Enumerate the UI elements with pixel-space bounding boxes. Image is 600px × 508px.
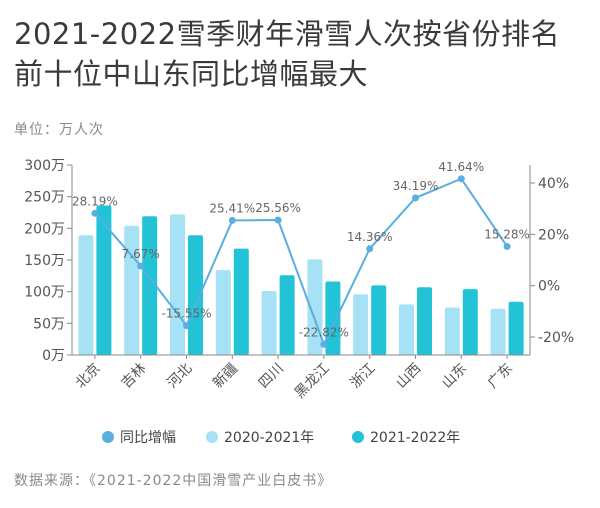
legend-label: 同比增幅 (120, 430, 176, 446)
left-axis-tick-label: 250万 (24, 190, 65, 206)
bar-2020-2021 (124, 225, 140, 355)
yoy-point (366, 245, 374, 253)
bar-2020-2021 (353, 294, 369, 355)
yoy-data-label: 41.64% (438, 160, 484, 174)
yoy-point (228, 216, 236, 224)
bar-2020-2021 (399, 304, 414, 355)
x-axis-tick-label: 广东 (485, 361, 516, 392)
legend-label: 2020-2021年 (224, 430, 314, 446)
bar-2021-2022 (417, 287, 432, 355)
x-axis-tick-label: 浙江 (347, 361, 378, 392)
bar-2021-2022 (142, 216, 158, 355)
left-axis-tick-label: 150万 (24, 253, 65, 269)
left-axis: 0万 50万 100万 150万 200万 250万 300万 (24, 158, 73, 364)
left-axis-tick-label: 0万 (42, 348, 65, 364)
legend-marker (102, 431, 114, 443)
yoy-data-label: -15.55% (161, 307, 211, 321)
bar-2021-2022 (325, 281, 341, 355)
bar-2020-2021 (261, 291, 277, 355)
right-axis-tick-label: 20% (538, 227, 569, 243)
x-axis-tick-label: 河北 (164, 361, 195, 392)
left-axis-tick-label: 200万 (24, 221, 65, 237)
yoy-data-label: 25.56% (255, 201, 301, 215)
bar-2021-2022 (188, 235, 203, 355)
bar-2021-2022 (233, 248, 249, 355)
x-axis-tick-label: 新疆 (210, 361, 241, 392)
bar-2021-2022 (96, 205, 112, 355)
yoy-data-label: 14.36% (347, 230, 393, 244)
x-axis-tick-label: 黑龙江 (292, 361, 333, 402)
yoy-point (183, 322, 190, 330)
yoy-point (274, 216, 282, 224)
bar-2020-2021 (170, 214, 185, 355)
left-axis-tick-label: 300万 (24, 158, 65, 174)
legend-label: 2021-2022年 (370, 430, 460, 446)
yoy-data-label: 15.28% (484, 227, 530, 241)
yoy-point (457, 175, 465, 183)
x-axis-tick-label: 山西 (393, 361, 424, 392)
bar-2021-2022 (279, 275, 295, 355)
left-axis-tick-label: 50万 (33, 316, 65, 332)
legend: 同比增幅 2020-2021年 2021-2022年 (102, 430, 460, 446)
bar-2020-2021 (490, 308, 506, 355)
yoy-data-label: 25.41% (209, 201, 255, 215)
yoy-point (91, 209, 99, 217)
bar-2021-2022 (462, 289, 478, 355)
bar-2020-2021 (215, 270, 231, 355)
left-axis-tick-label: 100万 (24, 285, 65, 301)
chart-title: 2021-2022雪季财年滑雪人次按省份排名前十位中山东同比增幅最大 (14, 17, 561, 91)
yoy-point (412, 194, 419, 202)
x-axis-tick-label: 四川 (256, 361, 287, 392)
right-axis-tick-label: -20% (538, 330, 574, 346)
yoy-data-label: 7.67% (122, 247, 160, 261)
right-axis-tick-label: 40% (538, 176, 569, 192)
x-axis: 北京 吉林 河北 新疆 四川 黑龙江 浙江 山西 山东 广东 (72, 354, 530, 402)
yoy-point (137, 262, 145, 270)
yoy-point (320, 340, 328, 348)
bar-2020-2021 (78, 235, 94, 355)
x-axis-tick-label: 吉林 (118, 361, 149, 392)
source-note: 数据来源：《2021-2022中国滑雪产业白皮书》 (14, 473, 333, 489)
x-axis-tick-label: 北京 (73, 361, 104, 392)
yoy-data-label: 28.19% (72, 194, 118, 208)
yoy-data-label: 34.19% (393, 179, 439, 193)
yoy-line-path (94, 177, 508, 347)
legend-marker (352, 431, 364, 443)
unit-label: 单位：万人次 (14, 122, 104, 138)
bar-2021-2022 (508, 301, 524, 355)
right-axis: -20% 0% 20% 40% (529, 165, 574, 355)
yoy-point (503, 242, 511, 250)
bar-2021-2022 (371, 285, 387, 355)
bar-2020-2021 (444, 307, 460, 355)
right-axis-tick-label: 0% (538, 279, 560, 295)
legend-marker (206, 431, 218, 443)
yoy-line: 28.19% 7.67% -15.55% 25.41% 25.56% -22.82% 14.… (72, 160, 530, 348)
x-axis-tick-label: 山东 (439, 361, 470, 392)
yoy-data-label: -22.82% (299, 325, 349, 339)
